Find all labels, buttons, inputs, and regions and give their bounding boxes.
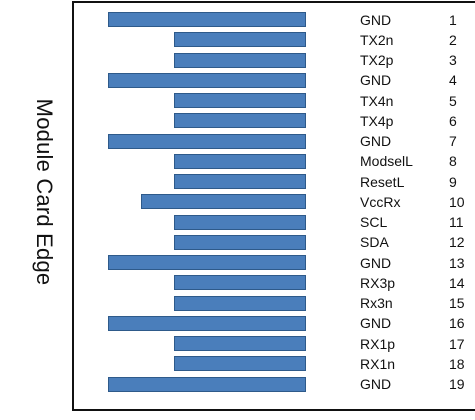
pin-number: 16 (449, 315, 465, 332)
pin-number: 9 (449, 173, 457, 190)
pin-name: GND (360, 72, 392, 89)
contact-pad-17 (174, 336, 306, 351)
pin-number: 12 (449, 234, 465, 251)
pin-name: ResetL (360, 173, 405, 190)
pin-number: 7 (449, 133, 457, 149)
side-label-text: Module Card Edge (32, 98, 57, 286)
pin-number: 15 (449, 295, 465, 311)
pin-name: SCL (360, 214, 388, 230)
contact-pad-12 (174, 234, 306, 250)
pin-number: 10 (449, 193, 465, 210)
contact-pad-18 (174, 356, 306, 372)
pin-name: TX2n (360, 31, 394, 48)
pin-number: 5 (449, 92, 457, 109)
pin-number: 17 (449, 335, 465, 352)
pin-name: TX4p (360, 112, 394, 129)
pin-name: Rx3n (360, 295, 393, 311)
pin-name: GND (360, 315, 392, 332)
pin-number: 6 (449, 112, 457, 129)
contact-pad-5 (174, 93, 306, 108)
contact-pad-14 (174, 275, 306, 291)
pin-number: 13 (449, 254, 465, 271)
pin-name: GND (360, 254, 392, 271)
pin-name: GND (360, 11, 392, 28)
contact-pad-13 (108, 255, 306, 270)
pin-number: 1 (449, 11, 457, 28)
contact-pad-7 (108, 133, 306, 149)
contact-pad-11 (174, 214, 306, 230)
pin-name: ModselL (360, 153, 413, 170)
pin-name: TX4n (360, 92, 394, 109)
side-label: Module Card Edge (14, 2, 74, 382)
pin-name: TX2p (360, 52, 394, 68)
pin-number: 19 (449, 376, 465, 392)
pin-name: SDA (360, 234, 389, 251)
pin-number: 2 (449, 31, 457, 48)
pin-name: RX1p (360, 335, 396, 352)
contact-pad-19 (108, 376, 306, 392)
pin-number: 14 (449, 274, 465, 291)
contact-pad-9 (174, 174, 306, 189)
card-frame: GND 1 TX2n 2 TX2p 3 GND 4 TX4n 5 TX4p 6 GND 7 ModselL 8… (72, 1, 475, 411)
contact-pad-15 (174, 295, 306, 311)
pin-name: RX1n (360, 355, 396, 372)
contact-pad-8 (174, 153, 306, 169)
contact-pad-4 (108, 72, 306, 88)
pin-number: 11 (449, 214, 464, 230)
pin-name: RX3p (360, 274, 396, 291)
contact-pad-3 (174, 52, 306, 68)
contact-pad-1 (108, 12, 306, 27)
contact-pad-16 (108, 315, 306, 331)
pin-name: GND (360, 376, 392, 392)
pin-name: GND (360, 133, 392, 149)
pin-number: 18 (449, 355, 465, 372)
contact-pad-2 (174, 32, 306, 48)
contact-pad-6 (174, 113, 306, 129)
contact-pad-10 (141, 194, 306, 210)
pin-number: 3 (449, 52, 457, 68)
pin-number: 4 (449, 72, 457, 89)
pin-number: 8 (449, 153, 457, 170)
pin-name: VccRx (360, 193, 401, 210)
